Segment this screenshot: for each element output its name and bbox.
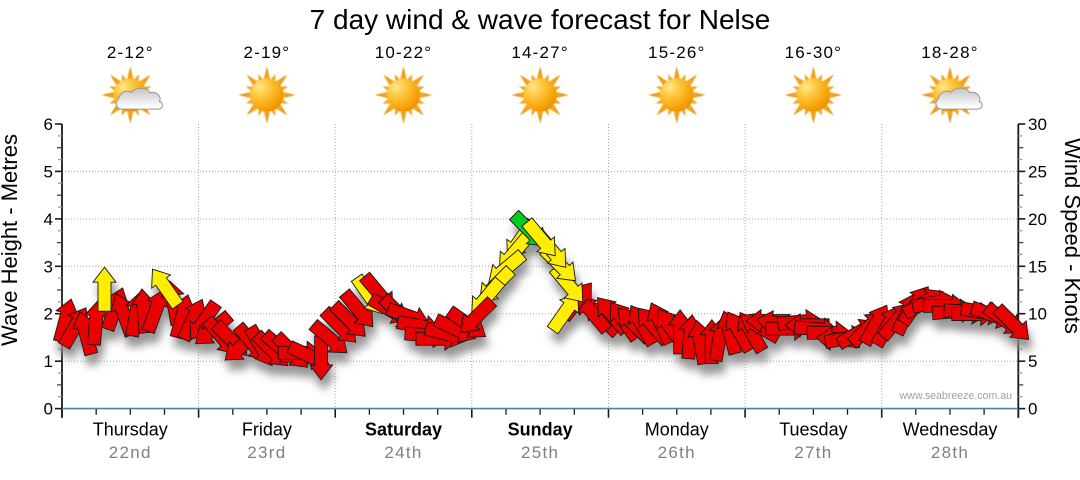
svg-text:Wednesday: Wednesday (903, 420, 998, 440)
svg-text:25th: 25th (521, 443, 559, 462)
svg-text:25: 25 (1028, 162, 1047, 181)
svg-text:23rd: 23rd (247, 443, 286, 462)
svg-text:22nd: 22nd (109, 443, 152, 462)
svg-text:5: 5 (44, 162, 53, 181)
svg-text:Monday: Monday (645, 420, 709, 440)
svg-text:2-12°: 2-12° (107, 43, 154, 62)
svg-text:Thursday: Thursday (93, 420, 168, 440)
svg-text:1: 1 (44, 352, 53, 371)
svg-text:Wave Height - Metres: Wave Height - Metres (0, 134, 22, 346)
svg-text:0: 0 (1028, 400, 1037, 419)
svg-text:www.seabreeze.com.au: www.seabreeze.com.au (899, 390, 1013, 402)
svg-text:7 day wind & wave forecast for: 7 day wind & wave forecast for Nelse (310, 4, 771, 35)
svg-text:20: 20 (1028, 210, 1047, 229)
svg-text:27th: 27th (794, 443, 832, 462)
svg-text:6: 6 (44, 115, 53, 134)
svg-text:Wind Speed - Knots: Wind Speed - Knots (1060, 138, 1080, 334)
svg-text:15-26°: 15-26° (648, 43, 705, 62)
svg-text:30: 30 (1028, 115, 1047, 134)
svg-text:0: 0 (44, 400, 53, 419)
svg-text:Sunday: Sunday (508, 420, 573, 440)
svg-text:5: 5 (1028, 352, 1037, 371)
svg-text:Tuesday: Tuesday (779, 420, 847, 440)
svg-text:4: 4 (44, 210, 53, 229)
svg-text:18-28°: 18-28° (921, 43, 978, 62)
svg-text:Friday: Friday (242, 420, 292, 440)
svg-text:Saturday: Saturday (365, 420, 442, 440)
svg-text:10: 10 (1028, 305, 1047, 324)
svg-text:24th: 24th (384, 443, 422, 462)
svg-text:16-30°: 16-30° (785, 43, 842, 62)
svg-text:15: 15 (1028, 257, 1047, 276)
svg-text:14-27°: 14-27° (511, 43, 568, 62)
svg-text:2-19°: 2-19° (243, 43, 290, 62)
svg-text:3: 3 (44, 257, 53, 276)
svg-text:26th: 26th (658, 443, 696, 462)
svg-text:10-22°: 10-22° (375, 43, 432, 62)
svg-text:2: 2 (44, 305, 53, 324)
svg-text:28th: 28th (931, 443, 969, 462)
